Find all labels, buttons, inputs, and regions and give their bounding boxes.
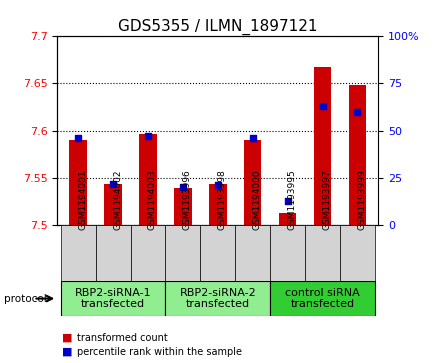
Point <box>214 183 221 188</box>
Text: percentile rank within the sample: percentile rank within the sample <box>77 347 242 357</box>
Text: GSM1194000: GSM1194000 <box>253 169 262 229</box>
FancyBboxPatch shape <box>200 225 235 281</box>
Bar <box>70 140 87 225</box>
Text: GSM1193998: GSM1193998 <box>218 169 227 229</box>
Bar <box>349 85 366 225</box>
Text: GSM1193999: GSM1193999 <box>357 169 367 229</box>
Bar <box>104 184 122 225</box>
Bar <box>139 134 157 225</box>
Bar <box>174 188 191 225</box>
Text: GSM1194001: GSM1194001 <box>78 169 87 229</box>
Point <box>75 135 82 141</box>
Point <box>319 103 326 109</box>
FancyBboxPatch shape <box>305 225 340 281</box>
FancyBboxPatch shape <box>165 225 200 281</box>
FancyBboxPatch shape <box>270 225 305 281</box>
FancyBboxPatch shape <box>165 281 270 316</box>
Bar <box>314 68 331 225</box>
Text: GSM1193995: GSM1193995 <box>288 169 297 229</box>
FancyBboxPatch shape <box>340 225 375 281</box>
Point <box>110 181 117 187</box>
FancyBboxPatch shape <box>131 225 165 281</box>
Title: GDS5355 / ILMN_1897121: GDS5355 / ILMN_1897121 <box>118 19 318 35</box>
Point <box>180 184 187 190</box>
Text: ■: ■ <box>62 333 72 343</box>
Text: RBP2-siRNA-2
transfected: RBP2-siRNA-2 transfected <box>180 288 256 309</box>
Point <box>284 197 291 203</box>
Text: RBP2-siRNA-1
transfected: RBP2-siRNA-1 transfected <box>75 288 151 309</box>
Text: GSM1194002: GSM1194002 <box>113 169 122 229</box>
FancyBboxPatch shape <box>95 225 131 281</box>
Point <box>354 109 361 115</box>
Text: ■: ■ <box>62 347 72 357</box>
Text: transformed count: transformed count <box>77 333 168 343</box>
Bar <box>279 213 297 225</box>
FancyBboxPatch shape <box>235 225 270 281</box>
Point <box>249 135 256 141</box>
Bar <box>244 140 261 225</box>
Text: GSM1193996: GSM1193996 <box>183 169 192 229</box>
Bar <box>209 184 227 225</box>
Text: GSM1193997: GSM1193997 <box>323 169 331 229</box>
FancyBboxPatch shape <box>270 281 375 316</box>
FancyBboxPatch shape <box>61 281 165 316</box>
Text: control siRNA
transfected: control siRNA transfected <box>285 288 360 309</box>
Text: GSM1194003: GSM1194003 <box>148 169 157 229</box>
Point <box>144 134 151 139</box>
Text: protocol: protocol <box>4 294 47 303</box>
FancyBboxPatch shape <box>61 225 95 281</box>
